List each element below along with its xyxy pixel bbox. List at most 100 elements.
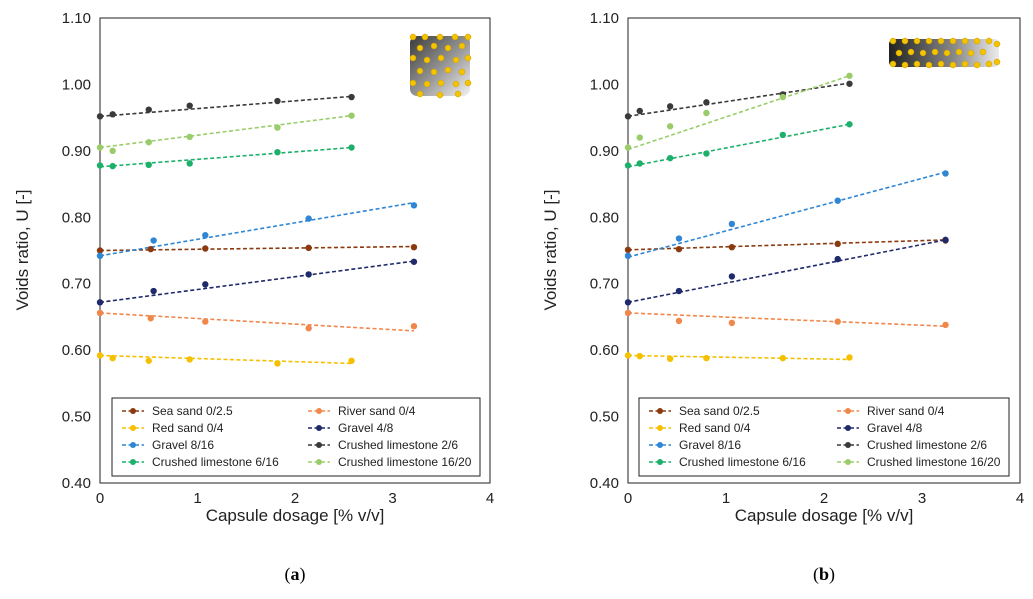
legend-item: Gravel 8/16 [122, 438, 214, 452]
legend: Sea sand 0/2.5 River sand 0/4 Red sand 0/4… [111, 397, 481, 477]
x-tick-label: 0 [96, 490, 104, 507]
data-point [666, 355, 674, 362]
trend-line [627, 171, 946, 258]
x-axis-title: Capsule dosage [% v/v] [206, 506, 385, 525]
legend-label: Crushed limestone 6/16 [152, 455, 279, 469]
legend-item: River sand 0/4 [837, 404, 945, 418]
legend-label: Crushed limestone 6/16 [679, 455, 806, 469]
legend-swatch-marker [316, 442, 322, 448]
data-point [348, 93, 355, 101]
data-point [666, 154, 674, 162]
legend-label: Crushed limestone 2/6 [867, 438, 987, 452]
legend-item: Gravel 4/8 [837, 421, 923, 435]
legend-item: Gravel 8/16 [649, 438, 741, 452]
data-point [202, 281, 209, 288]
data-point [675, 317, 683, 325]
data-point [779, 131, 787, 139]
data-point [942, 170, 949, 177]
legend-item: Sea sand 0/2.5 [122, 404, 233, 418]
legend-label: Gravel 4/8 [867, 421, 923, 435]
trend-line [99, 260, 415, 304]
y-tick-label: 0.40 [62, 475, 91, 492]
x-tick-label: 1 [193, 490, 201, 507]
legend-item: Crushed limestone 16/20 [308, 455, 472, 469]
data-point [728, 273, 736, 280]
y-tick-label: 1.00 [590, 76, 619, 93]
x-tick-label: 4 [486, 490, 494, 507]
data-point [666, 123, 674, 130]
y-tick-label: 0.70 [590, 276, 619, 293]
data-point [703, 99, 710, 106]
data-point [703, 109, 710, 117]
data-point [846, 72, 853, 79]
data-point [109, 354, 116, 362]
data-point [675, 287, 683, 295]
data-point [624, 309, 632, 317]
legend-item: Gravel 4/8 [308, 421, 394, 435]
data-point [96, 247, 104, 254]
data-point [305, 244, 312, 252]
legend-swatch-marker [316, 459, 322, 465]
data-point [348, 112, 355, 119]
y-axis-title: Voids ratio, U [-] [541, 190, 560, 311]
data-point [624, 352, 632, 359]
data-point [410, 323, 418, 330]
legend-swatch-marker [657, 459, 663, 465]
data-point [96, 299, 104, 306]
data-point [834, 240, 841, 248]
data-point [624, 246, 632, 254]
legend-label: River sand 0/4 [338, 404, 416, 418]
data-point [703, 354, 710, 362]
y-tick-label: 0.90 [62, 143, 91, 160]
data-point [636, 352, 643, 360]
data-point [202, 245, 209, 252]
legend-swatch-marker [130, 442, 136, 448]
data-point [202, 318, 209, 325]
data-point [109, 147, 116, 155]
legend-swatch-marker [845, 408, 851, 414]
data-point [109, 162, 116, 170]
data-point [942, 236, 949, 244]
data-point [728, 319, 736, 327]
rectangular-capsule-grid-icon [889, 37, 1001, 69]
y-tick-labels: 0.40 0.50 0.60 0.70 0.80 0.90 1.00 1.10 [62, 10, 91, 492]
y-tick-labels: 0.40 0.50 0.60 0.70 0.80 0.90 1.00 1.10 [590, 10, 619, 492]
trend-line [627, 75, 850, 151]
data-points [96, 93, 418, 367]
data-point [186, 160, 193, 167]
data-point [636, 160, 643, 167]
data-point [274, 124, 281, 131]
data-point [145, 139, 152, 146]
data-point [728, 220, 736, 228]
legend-swatch-marker [130, 459, 136, 465]
legend-item: Crushed limestone 6/16 [122, 455, 279, 469]
trend-line [627, 82, 850, 118]
y-tick-label: 0.60 [590, 342, 619, 359]
legend-item: River sand 0/4 [308, 404, 416, 418]
legend-swatch-marker [130, 425, 136, 431]
y-tick-label: 0.40 [590, 475, 619, 492]
data-point [728, 243, 736, 251]
data-point [348, 144, 355, 151]
trend-line [627, 354, 850, 361]
data-point [145, 357, 152, 364]
x-tick-label: 3 [918, 490, 926, 507]
legend-item: Sea sand 0/2.5 [649, 404, 760, 418]
legend-swatch-marker [657, 442, 663, 448]
y-tick-label: 0.60 [62, 342, 91, 359]
data-point [703, 150, 710, 157]
legend-item: Red sand 0/4 [122, 421, 224, 435]
data-point [109, 111, 116, 118]
data-point [666, 103, 674, 110]
x-tick-label: 0 [624, 490, 632, 507]
data-point [675, 245, 683, 253]
trend-lines [627, 75, 946, 361]
data-point [147, 245, 154, 253]
data-point [624, 299, 632, 306]
trend-line [627, 123, 850, 168]
x-tick-labels: 0 1 2 3 4 [96, 490, 494, 507]
data-point [96, 144, 104, 151]
data-point [624, 144, 632, 151]
trend-line [627, 312, 946, 328]
